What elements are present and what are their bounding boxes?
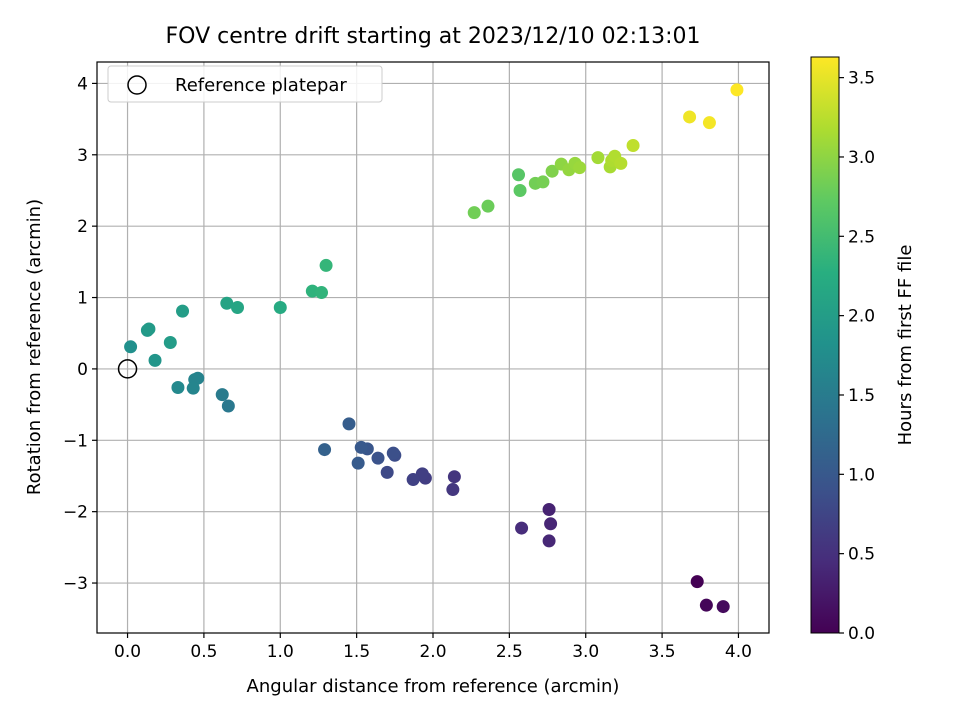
legend-box [107,65,383,103]
data-point [730,83,744,97]
x-tick-label: 0.0 [114,642,141,662]
data-point [481,199,495,213]
data-point [342,417,356,431]
data-points [124,83,744,614]
data-point [446,483,460,497]
legend-open-circle-icon [127,75,147,95]
data-point [512,168,526,182]
x-tick-label: 1.5 [343,642,370,662]
x-axis-label: Angular distance from reference (arcmin) [247,676,620,697]
colorbar-tick-label: 0.5 [848,545,875,565]
data-point [142,322,156,336]
colorbar [810,56,840,634]
x-tick-label: 0.5 [190,642,217,662]
data-point [536,175,550,189]
y-axis-ticks: −3 −2 −1 0 1 2 3 4 [63,74,97,594]
data-point [467,206,481,220]
y-tick-label: 4 [77,74,88,94]
x-axis-ticks: 0.0 0.5 1.0 1.5 2.0 2.5 3.0 3.5 4.0 [114,633,752,662]
data-point [699,598,713,612]
y-tick-label: −3 [63,574,88,594]
y-tick-label: 0 [77,360,88,380]
plot-frame [96,61,770,634]
data-point [690,575,704,589]
x-tick-label: 3.0 [572,642,599,662]
data-point [683,110,697,124]
data-point [163,336,177,350]
y-axis-label: Rotation from reference (arcmin) [24,199,45,495]
data-point [354,440,368,454]
data-point [386,446,400,460]
colorbar-tick-label: 0.0 [848,624,875,644]
data-point [702,116,716,130]
grid-lines [97,62,769,633]
data-point [176,304,190,318]
colorbar-label: Hours from first FF file [895,245,916,446]
data-point [545,164,559,178]
data-point [220,296,234,310]
data-point [515,521,529,535]
data-point [513,183,527,197]
colorbar-tick-label: 1.5 [848,386,875,406]
data-point [318,443,332,457]
data-point [124,340,138,354]
data-point [542,534,556,548]
data-point [573,161,587,175]
data-point [716,600,730,614]
data-point [380,465,394,479]
data-point [315,286,329,300]
chart-title: FOV centre drift starting at 2023/12/10 … [166,24,701,49]
data-point [406,473,420,487]
data-point [221,399,235,413]
y-tick-label: 2 [77,217,88,237]
x-tick-label: 2.5 [496,642,523,662]
data-point [591,151,605,165]
colorbar-tick-label: 1.0 [848,465,875,485]
x-tick-label: 4.0 [725,642,752,662]
x-tick-label: 3.5 [649,642,676,662]
legend: Reference platepar [107,65,383,103]
x-tick-label: 2.0 [419,642,446,662]
y-tick-label: 1 [77,289,88,309]
legend-label: Reference platepar [175,75,347,96]
y-tick-label: 3 [77,146,88,166]
data-point [626,139,640,153]
colorbar-tick-label: 2.0 [848,307,875,327]
colorbar-tick-label: 3.5 [848,69,875,89]
data-point [186,381,200,395]
data-point [215,388,229,402]
data-point [319,258,333,272]
colorbar-tick-label: 3.0 [848,148,875,168]
y-tick-label: −1 [63,431,88,451]
data-point [542,503,556,517]
colorbar-tick-label: 2.5 [848,227,875,247]
data-point [231,301,245,315]
data-point [371,451,385,465]
colorbar-ticks: 0.0 0.5 1.0 1.5 2.0 2.5 3.0 3.5 [839,69,875,644]
y-tick-label: −2 [63,503,88,523]
data-point [447,470,461,484]
data-point [351,456,365,470]
data-point [148,353,162,367]
data-point [171,380,185,394]
data-point [273,301,287,315]
reference-marker [117,359,138,379]
x-tick-label: 1.0 [267,642,294,662]
data-point [614,156,628,170]
data-point [544,517,558,531]
